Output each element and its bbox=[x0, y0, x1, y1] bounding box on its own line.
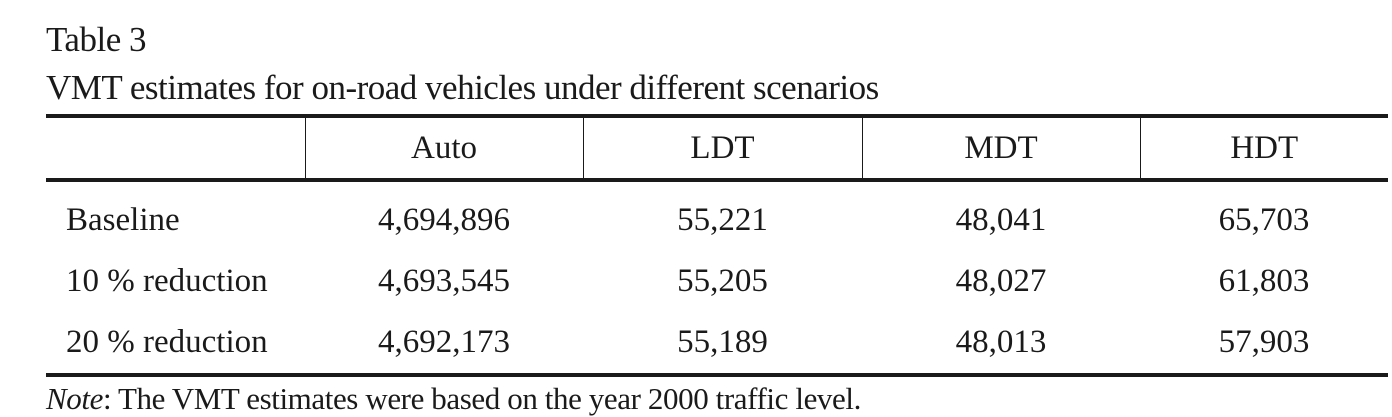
cell-auto: 4,693,545 bbox=[378, 263, 510, 299]
cell-mdt: 48,013 bbox=[862, 312, 1140, 377]
cell-ldt: 55,189 bbox=[583, 312, 862, 377]
cell-mdt: 48,041 bbox=[955, 202, 1047, 238]
cell-hdt: 65,703 bbox=[1218, 202, 1310, 238]
row-label: 10 % reduction bbox=[66, 263, 268, 299]
header-cell-ldt: LDT bbox=[582, 114, 862, 182]
table-row: 10 % reduction 4,693,545 55,205 48,027 6… bbox=[46, 251, 1388, 312]
cell-hdt: 61,803 bbox=[1218, 263, 1310, 299]
table-note: Note: The VMT estimates were based on th… bbox=[46, 381, 861, 417]
table-title: VMT estimates for on-road vehicles under… bbox=[46, 68, 879, 107]
table-row: Baseline 4,694,896 55,221 48,041 65,703 bbox=[46, 180, 1388, 251]
cell-hdt: 57,903 bbox=[1140, 312, 1388, 377]
cell-ldt: 55,221 bbox=[677, 202, 768, 238]
table-row: 20 % reduction 4,692,173 55,189 48,013 5… bbox=[46, 312, 1388, 377]
cell-auto: 4,692,173 bbox=[305, 312, 583, 377]
row-label: 20 % reduction bbox=[46, 312, 305, 377]
note-label: Note bbox=[46, 381, 103, 416]
table-label: Table 3 bbox=[46, 20, 146, 59]
header-cell-auto: Auto bbox=[304, 114, 583, 182]
header-cell-hdt: HDT bbox=[1139, 114, 1388, 182]
row-label: Baseline bbox=[66, 202, 180, 238]
vmt-table: Auto LDT MDT HDT Baseline 4,694,896 55,2… bbox=[46, 114, 1388, 377]
note-text: : The VMT estimates were based on the ye… bbox=[102, 381, 861, 416]
cell-ldt: 55,205 bbox=[677, 263, 768, 299]
cell-auto: 4,694,896 bbox=[378, 202, 510, 238]
cell-mdt: 48,027 bbox=[955, 263, 1047, 299]
header-cell-mdt: MDT bbox=[861, 114, 1140, 182]
header-cell-scenario bbox=[46, 114, 305, 182]
header-row: Auto LDT MDT HDT bbox=[46, 114, 1388, 182]
